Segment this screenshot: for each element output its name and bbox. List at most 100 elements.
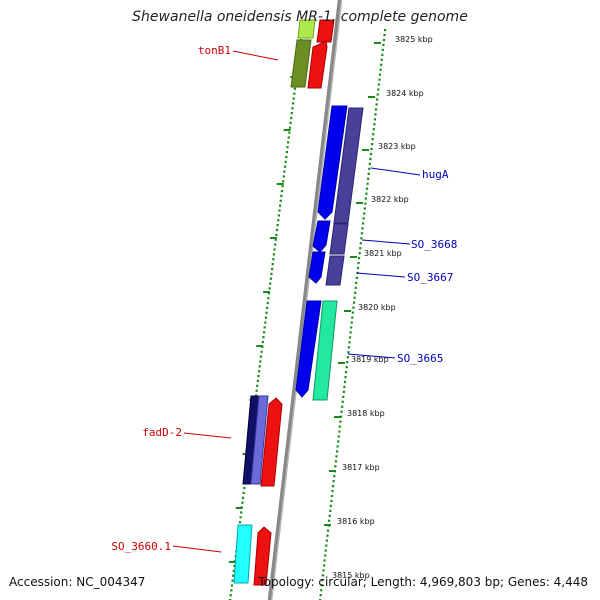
scale-label: 3815 kbp xyxy=(332,571,370,580)
ring-dot xyxy=(383,33,386,37)
gene-feature-hugA[interactable] xyxy=(333,107,364,224)
ring-dot xyxy=(365,187,369,190)
ring-dot xyxy=(326,529,330,532)
ring-dot xyxy=(282,175,285,178)
ring-dot xyxy=(331,489,334,493)
ring-dot xyxy=(382,38,386,42)
gene-feature-lightgreen[interactable] xyxy=(297,19,316,39)
gene-SO_3660.1-region xyxy=(233,524,272,586)
ring-dot xyxy=(340,410,343,413)
ring-dot xyxy=(241,496,245,499)
ring-dot xyxy=(366,182,369,185)
ring-dot xyxy=(358,252,361,255)
ring-dot xyxy=(364,197,367,200)
scale-label: 3821 kbp xyxy=(364,249,402,258)
gene-label-SO_3667[interactable]: SO_3667 xyxy=(407,271,453,284)
ring-dot xyxy=(356,266,360,270)
ring-dot xyxy=(363,207,366,210)
gene-label-hugA[interactable]: hugA xyxy=(422,168,449,181)
ring-dot xyxy=(287,136,290,139)
ring-dot xyxy=(381,48,384,52)
ring-dot xyxy=(284,160,287,163)
ring-dot xyxy=(293,87,297,90)
ring-dot xyxy=(230,584,234,587)
ring-dot xyxy=(359,247,362,250)
gene-feature-blue-4[interactable] xyxy=(295,300,322,398)
gene-feature-red-bottom[interactable] xyxy=(253,526,272,586)
ring-dot xyxy=(290,112,293,115)
ring-dot xyxy=(371,143,374,146)
ring-dot xyxy=(279,199,282,202)
ring-dot xyxy=(270,267,274,271)
gene-label-SO_3668[interactable]: SO_3668 xyxy=(411,238,457,251)
ring-dot xyxy=(262,336,265,339)
gene-feature-blue-3[interactable] xyxy=(308,251,326,284)
gene-feature-red-fadD[interactable] xyxy=(260,397,283,487)
ring-dot xyxy=(355,276,358,280)
ring-dot xyxy=(332,480,335,483)
ring-dot xyxy=(374,108,378,111)
gene-tonB1-region xyxy=(290,19,335,89)
ring-dot xyxy=(354,291,357,294)
ring-dot xyxy=(342,395,345,398)
ring-dot xyxy=(292,97,295,100)
ring-dot xyxy=(368,162,371,166)
gene-feature-SO_3667[interactable] xyxy=(325,255,345,286)
ring-dot xyxy=(266,306,269,310)
ring-dot xyxy=(346,356,349,359)
gene-feature-fadD-2[interactable] xyxy=(250,395,269,485)
ring-dot xyxy=(279,204,282,207)
gene-label-SO_3665[interactable]: SO_3665 xyxy=(397,352,443,365)
ring-dot xyxy=(368,167,371,170)
ring-dot xyxy=(338,425,341,428)
ring-dot xyxy=(326,534,329,537)
gene-feature-red-top[interactable] xyxy=(316,19,335,43)
ring-dot xyxy=(276,224,279,227)
ring-dot xyxy=(255,389,258,392)
ring-dot xyxy=(269,282,272,285)
ring-dot xyxy=(240,511,243,514)
ring-dot xyxy=(286,146,289,149)
gene-feature-blue-1[interactable] xyxy=(317,105,348,220)
genome-backbone xyxy=(267,0,343,600)
gene-feature-SO_3668[interactable] xyxy=(329,223,349,255)
ring-dot xyxy=(361,227,364,230)
ring-dot xyxy=(322,569,325,572)
gene-label-SO_3660.1[interactable]: SO_3660.1 xyxy=(111,540,171,553)
ring-dot xyxy=(275,233,278,236)
ring-dot xyxy=(381,53,384,56)
ring-dot xyxy=(322,564,326,567)
ring-dot xyxy=(243,487,246,490)
ring-dot xyxy=(377,83,380,86)
ring-dot xyxy=(319,594,322,597)
ring-dot xyxy=(335,450,339,453)
ring-dot xyxy=(353,296,356,299)
gene-feature-SO_3665[interactable] xyxy=(312,300,338,401)
ring-dot xyxy=(272,253,276,256)
scale-label: 3822 kbp xyxy=(371,195,409,204)
ring-dot xyxy=(343,380,347,384)
ring-dot xyxy=(358,257,361,260)
ring-dot xyxy=(345,371,348,374)
ring-dot xyxy=(341,405,344,408)
ring-dot xyxy=(342,390,345,394)
ring-dot xyxy=(371,138,374,141)
ring-dot xyxy=(369,152,373,156)
gene-label-fadD-2[interactable]: fadD-2 xyxy=(142,426,182,439)
ring-dot xyxy=(261,340,264,344)
ring-dot xyxy=(360,237,363,240)
ring-dot xyxy=(378,78,381,81)
gene-feature-blue-2[interactable] xyxy=(312,220,331,253)
gene-feature-tonB1[interactable] xyxy=(290,39,312,88)
ring-dot xyxy=(256,384,259,387)
scale-label: 3819 kbp xyxy=(351,355,389,364)
gene-feature-SO_3660.1[interactable] xyxy=(233,524,253,584)
ring-dot xyxy=(264,321,267,324)
ring-dot xyxy=(272,258,275,261)
scale-label: 3818 kbp xyxy=(347,409,385,418)
ring-dot xyxy=(365,192,368,195)
gene-feature-red-arrow[interactable] xyxy=(307,40,328,89)
ring-dot xyxy=(334,460,338,463)
gene-label-tonB1[interactable]: tonB1 xyxy=(198,44,231,57)
